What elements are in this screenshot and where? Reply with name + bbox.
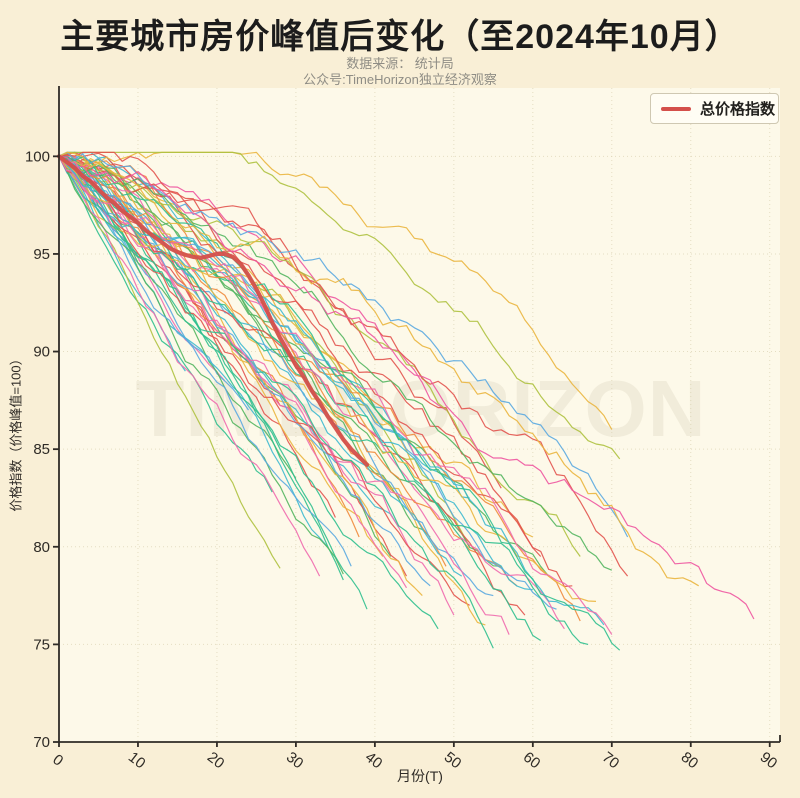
legend-label: 总价格指数 [700, 101, 776, 118]
city-price-line [58, 155, 352, 567]
city-price-line [58, 156, 510, 635]
city-price-line [58, 155, 755, 620]
city-price-line [58, 156, 344, 575]
x-tick-label: 30 [283, 749, 307, 773]
x-tick-label: 90 [757, 749, 781, 773]
city-price-line [58, 155, 581, 557]
data-source-subtitle: 数据来源： 统计局 [346, 56, 454, 71]
city-price-line [58, 151, 573, 588]
city-price-line [58, 155, 613, 571]
x-tick-label: 20 [204, 749, 228, 773]
city-price-line [58, 151, 581, 622]
y-tick-label: 70 [33, 734, 50, 751]
y-axis-title: 价格指数（价格峰值=100） [8, 352, 24, 512]
y-tick-label: 85 [33, 441, 50, 458]
x-axis-title: 月份(T) [397, 768, 443, 784]
city-price-line [58, 155, 408, 589]
city-price-line [58, 155, 470, 606]
city-price-line [58, 151, 629, 577]
city-price-line [58, 151, 621, 460]
x-tick-label: 0 [49, 751, 66, 770]
plot-area [59, 88, 780, 742]
y-tick-label: 75 [33, 636, 50, 653]
city-price-line [58, 155, 613, 635]
legend: 总价格指数 [650, 93, 779, 124]
y-tick-label: 100 [25, 148, 50, 165]
y-tick-label: 95 [33, 246, 50, 263]
legend-line-swatch [661, 106, 691, 111]
city-price-line [58, 155, 439, 630]
x-tick-label: 60 [520, 749, 544, 773]
city-price-line [58, 155, 431, 587]
city-lines [58, 151, 755, 651]
city-price-line [58, 155, 557, 610]
x-tick-labels: 0 10 20 30 40 50 60 70 80 90 [49, 749, 780, 773]
city-price-line [58, 155, 502, 567]
x-tick-label: 50 [441, 749, 465, 773]
page-title: 主要城市房价峰值后变化（至2024年10月） [60, 18, 740, 56]
city-price-line [58, 151, 613, 430]
city-price-line [58, 151, 700, 587]
city-price-line [58, 155, 533, 591]
city-price-line [58, 155, 502, 489]
city-price-line [58, 155, 447, 411]
y-tick-label: 80 [33, 539, 50, 556]
city-price-line [58, 155, 621, 651]
city-price-line [58, 151, 629, 538]
city-price-line [58, 155, 565, 630]
y-tick-labels: 70 75 80 85 90 95 100 [25, 148, 50, 751]
city-price-line [58, 155, 597, 602]
x-tick-label: 40 [362, 749, 386, 773]
city-price-line [58, 155, 281, 569]
city-price-line [58, 155, 423, 597]
city-price-line [58, 155, 534, 538]
x-tick-label: 70 [599, 749, 623, 773]
city-price-line [58, 155, 463, 577]
credit-subtitle: 公众号:TimeHorizon独立经济观察 [303, 72, 497, 87]
total-index-line [56, 154, 370, 467]
axes [53, 86, 781, 747]
y-tick-label: 90 [33, 344, 50, 361]
x-tick-label: 10 [125, 749, 149, 773]
city-price-line [58, 155, 494, 649]
x-tick-label: 80 [678, 749, 702, 773]
